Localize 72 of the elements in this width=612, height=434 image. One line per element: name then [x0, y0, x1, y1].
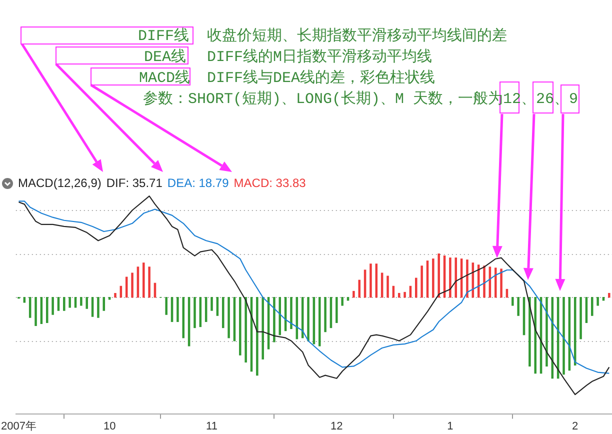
bar — [438, 253, 440, 298]
bar — [358, 280, 360, 298]
x-tick-label: 12 — [330, 420, 343, 432]
bar — [244, 297, 247, 362]
bar — [420, 266, 423, 298]
bar — [182, 297, 185, 338]
bar — [262, 297, 264, 360]
bar — [562, 297, 565, 375]
bar — [534, 297, 536, 374]
bar — [517, 297, 520, 316]
bar — [114, 292, 116, 298]
bar — [63, 297, 66, 311]
text: DEA线 — [144, 49, 186, 67]
text: MACD线 — [138, 70, 190, 88]
bar — [580, 297, 582, 340]
bar — [608, 292, 610, 298]
x-tick-label: 11 — [206, 420, 218, 432]
bar — [546, 297, 548, 367]
x-tick-label: 2007年 — [0, 420, 36, 432]
bar — [86, 297, 88, 309]
bar — [591, 297, 594, 316]
bar — [74, 297, 77, 308]
bar — [52, 297, 54, 315]
bar — [290, 297, 292, 330]
bar — [102, 297, 106, 311]
x-tick-label: 2 — [572, 420, 578, 432]
bar — [34, 297, 37, 326]
bar — [596, 297, 599, 306]
series-label: DIF: 35.71 — [106, 176, 162, 190]
bar — [228, 297, 230, 338]
bar — [336, 297, 338, 323]
bar — [528, 297, 531, 367]
bar — [370, 264, 372, 298]
bar — [449, 258, 452, 298]
x-tick-label: 1 — [447, 420, 454, 432]
bar — [466, 260, 468, 298]
legend-title: MACD(12,26,9) — [18, 176, 102, 190]
bar — [500, 268, 502, 298]
bar — [432, 258, 434, 298]
bar — [97, 297, 100, 318]
bar — [318, 297, 321, 346]
bar — [386, 276, 389, 298]
text: DIFF线的M日指数平滑移动平均线 — [207, 49, 432, 67]
bar — [80, 297, 82, 306]
bar — [324, 297, 326, 332]
bar — [142, 262, 145, 298]
bar — [131, 272, 134, 298]
bar — [341, 297, 344, 306]
bar — [483, 266, 486, 298]
bar — [46, 297, 48, 323]
series-label: DEA: 18.79 — [167, 176, 229, 190]
text: DIFF线与DEA线的差，彩色柱状线 — [207, 70, 436, 88]
text: DIFF线 — [138, 28, 189, 46]
bar — [68, 297, 71, 308]
text: 收盘价短期、长期指数平滑移动平均线间的差 — [207, 28, 507, 46]
bar — [210, 297, 213, 311]
bar — [404, 292, 406, 298]
bar — [148, 266, 150, 298]
text: MACD: 33.83 — [234, 176, 306, 190]
bar — [512, 297, 514, 306]
bar — [454, 258, 458, 298]
bar — [307, 297, 310, 342]
bar — [239, 297, 242, 356]
bar — [176, 297, 179, 322]
bar — [165, 297, 168, 315]
bar — [273, 297, 276, 342]
bar — [352, 290, 355, 298]
bar — [57, 297, 60, 311]
bar — [256, 297, 258, 376]
x-tick-label: 10 — [103, 420, 116, 432]
bar — [194, 297, 196, 328]
bar — [415, 278, 418, 298]
